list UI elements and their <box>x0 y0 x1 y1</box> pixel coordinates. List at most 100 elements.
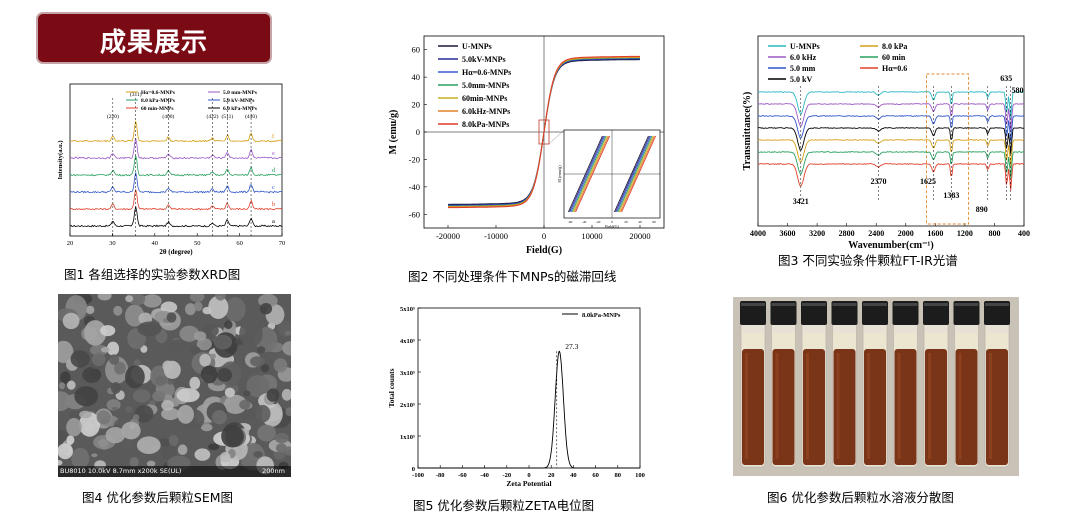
sem-particle <box>111 350 118 356</box>
zeta-y-tick-label: 2x10⁵ <box>400 402 415 409</box>
sem-particle <box>193 331 207 341</box>
vial-cap-rim <box>802 303 826 306</box>
xrd-series-line <box>69 189 283 211</box>
vial-highlight <box>867 353 870 459</box>
hys-y-tick-label: -20 <box>409 154 420 164</box>
ftir-x-tick-label: 800 <box>988 229 1000 238</box>
sem-particle <box>189 294 205 302</box>
sem-particle <box>196 338 212 351</box>
sem-particle <box>113 305 123 316</box>
zeta-plot-frame <box>417 307 641 469</box>
sem-particle <box>257 424 276 442</box>
vial-cap <box>831 301 858 325</box>
ftir-band-label: 2370 <box>870 177 886 186</box>
hys-legend-label: 5.0kV-MNPs <box>462 55 506 64</box>
xrd-series-line <box>69 155 283 177</box>
hys-y-tick-label: 60 <box>412 45 421 55</box>
sem-particle <box>58 443 73 460</box>
ftir-band-label: 635 <box>1000 74 1012 83</box>
hysteresis-chart: -20000 -10000 0 10000 20000 -60 -40 -20 0 20 40 60 F… <box>372 30 682 265</box>
banner-title: 成果展示 <box>99 28 208 58</box>
zeta-legend-label: 8.0kPa-MNPs <box>582 312 621 319</box>
xrd-peak-label: (220) <box>107 113 119 120</box>
sem-particle <box>255 404 271 423</box>
xrd-svg: 20 30 40 50 60 70 2θ (degree) Intensity(a.u.) a b… <box>57 83 285 256</box>
vial-cap <box>770 301 797 325</box>
sem-particle <box>109 354 120 365</box>
ftir-legend-label: U-MNPs <box>790 42 820 51</box>
hys-y-tick-label: 40 <box>412 72 421 82</box>
ftir-x-tick-label: 3600 <box>780 229 796 238</box>
sem-particle <box>82 366 102 383</box>
ftir-band-label: 1383 <box>943 191 959 200</box>
sem-particle <box>59 382 65 390</box>
sem-particle <box>166 312 177 323</box>
zeta-x-tick-label: 80 <box>615 472 622 479</box>
sem-particle <box>148 400 156 405</box>
zeta-x-tick-label: 100 <box>635 472 645 479</box>
hys-inset-branch-left <box>569 135 605 213</box>
ftir-x-tick-label: 1200 <box>957 229 973 238</box>
sem-particle <box>284 330 291 336</box>
ftir-plot-frame <box>757 35 1025 227</box>
sem-particle <box>203 323 219 338</box>
zeta-x-tick-label: 0 <box>527 472 530 479</box>
xrd-x-tick-label: 40 <box>152 240 159 247</box>
ftir-legend-label: 60 min <box>882 53 906 62</box>
ftir-series-line <box>757 151 1024 178</box>
vials-svg <box>740 301 1010 468</box>
ftir-series-line <box>758 91 1025 118</box>
vial-cap <box>740 301 766 325</box>
hys-legend-label: Hα=0.6-MNPs <box>462 68 511 77</box>
xrd-legend-label: Hα=0.6-MNPs <box>141 90 175 96</box>
sem-particle <box>138 312 153 325</box>
vial-highlight <box>806 353 809 459</box>
sem-particle <box>137 321 162 337</box>
ftir-x-tick-label: 4000 <box>750 229 766 238</box>
hys-zoom-box <box>538 119 550 145</box>
ftir-x-tick-label: 400 <box>1018 229 1030 238</box>
hys-inset-branch-right <box>621 135 657 213</box>
xrd-series-line <box>69 138 283 160</box>
sem-particle <box>224 297 246 322</box>
ftir-band-label: 1625 <box>920 177 936 186</box>
hys-y-axis-label: M (emu/g) <box>388 110 399 155</box>
sem-particle <box>136 436 161 454</box>
ftir-legend-label: 5.0 kV <box>790 75 812 84</box>
xrd-x-tick-label: 20 <box>67 240 74 247</box>
hys-x-tick-label: 0 <box>542 231 546 241</box>
hys-inset-x-label: Field(G) <box>605 224 619 229</box>
ftir-x-tick-label: 2800 <box>839 229 855 238</box>
sem-particle <box>177 444 188 455</box>
vial-cap-rim <box>863 303 887 306</box>
hys-zoom-connector <box>548 129 565 145</box>
zeta-y-tick-label: 1x10⁵ <box>400 434 415 441</box>
sem-particle <box>193 301 203 312</box>
xrd-legend-label: 60 min-MNPs <box>141 106 174 112</box>
sem-particle <box>100 325 116 337</box>
sem-particle <box>74 386 99 407</box>
vial-cap <box>984 301 1010 325</box>
sem-particle <box>274 432 289 444</box>
sem-particle <box>189 376 201 390</box>
sem-info-text: BU8010 10.0kV 8.7mm x200k SE(UL) <box>60 467 182 475</box>
vial-cap-rim <box>832 303 857 306</box>
zeta-x-tick-label: -100 <box>412 472 424 479</box>
sem-particle <box>69 410 81 420</box>
sem-particle <box>199 353 211 367</box>
xrd-plot-frame <box>69 83 283 237</box>
ftir-band-label: 3421 <box>793 197 809 206</box>
sem-particle <box>91 352 106 367</box>
xrd-series-tag: d <box>272 167 276 174</box>
hys-inset-tick-label: -20 <box>596 220 601 224</box>
xrd-series-line <box>69 206 283 228</box>
ftir-series-line <box>757 139 1025 167</box>
sem-particle <box>285 407 291 417</box>
xrd-legend-label: 6.0 kPa-MNPs <box>223 106 257 112</box>
zeta-y-axis-label: Total counts <box>387 368 396 407</box>
caption-fig3: 图3 不同实验条件颗粒FT-IR光谱 <box>778 253 958 268</box>
zeta-x-tick-label: -80 <box>436 472 445 479</box>
zeta-y-tick-label: 0 <box>412 466 415 473</box>
sem-particle <box>221 425 244 448</box>
zeta-x-tick-label: -20 <box>502 472 511 479</box>
